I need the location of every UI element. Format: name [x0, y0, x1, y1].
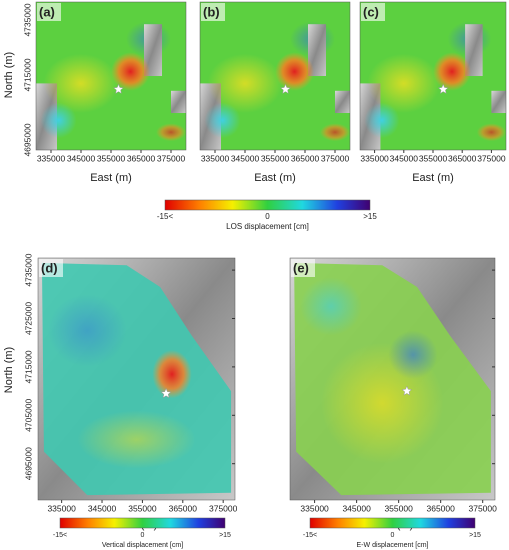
- epicenter-star: [113, 83, 124, 94]
- x-axis-title: East (m): [254, 172, 296, 184]
- panel-label: (e): [293, 260, 309, 275]
- hillshade: [171, 90, 186, 113]
- yellow-area: [367, 53, 441, 113]
- x-tick-label: 375000: [321, 153, 350, 163]
- orange-area: [156, 123, 186, 142]
- orange-area: [476, 123, 506, 142]
- panel-frame: [37, 257, 236, 501]
- colorbar-title: E-W displacement [cm]: [357, 542, 429, 549]
- epicenter-star: [437, 83, 449, 94]
- x-tick-label: 365000: [127, 153, 156, 163]
- y-axis-title: North (m): [3, 347, 15, 393]
- y-tick-label: 4695000: [22, 123, 32, 156]
- colorbar-title: LOS displacement [cm]: [226, 222, 309, 231]
- x-tick-label: 335000: [360, 153, 389, 163]
- x-tick-label: 355000: [97, 153, 126, 163]
- x-tick-label: 345000: [342, 503, 371, 513]
- yellow-area: [43, 53, 119, 113]
- panel-label-box: [201, 3, 225, 21]
- y-tick-label: 4735000: [22, 3, 32, 36]
- x-tick-label: 345000: [390, 153, 419, 163]
- x-tick-label: 335000: [201, 153, 230, 163]
- blue-area: [47, 294, 127, 367]
- x-axis-title: East (m): [412, 172, 454, 184]
- x-tick-label: 355000: [419, 153, 448, 163]
- y-tick-label: 4715000: [22, 58, 32, 91]
- hillshade: [491, 90, 506, 113]
- panel-label: (d): [41, 260, 58, 275]
- red-area: [152, 349, 192, 399]
- colorbar: [59, 517, 226, 529]
- colorbar-min-label: -15<: [303, 532, 317, 539]
- blue-area: [388, 330, 438, 379]
- epicenter-star: [160, 387, 172, 399]
- colorbar-mid-label: 0: [141, 532, 145, 539]
- colorbar-title: Vertical displacement [cm]: [102, 542, 183, 549]
- panel-label: (a): [39, 4, 55, 19]
- red-area: [433, 52, 471, 91]
- orange-area: [320, 123, 350, 142]
- x-tick-label: 355000: [384, 503, 413, 513]
- panel-label-box: [37, 3, 61, 21]
- red-area: [111, 52, 150, 91]
- hillshade: [308, 24, 326, 76]
- x-tick-label: 375000: [157, 153, 186, 163]
- y-tick-label: 4705000: [23, 398, 33, 431]
- x-tick-label: 365000: [169, 503, 198, 513]
- blue-area: [40, 102, 77, 139]
- hillshade: [144, 24, 162, 76]
- green-area: [77, 410, 196, 469]
- colorbar: [164, 199, 371, 211]
- yellow-area: [207, 53, 283, 113]
- colorbar-min-label: -15<: [157, 212, 174, 221]
- panel-label-box: [291, 259, 315, 277]
- epicenter-star: [401, 385, 413, 396]
- colorbar-max-label: >15: [469, 532, 481, 539]
- x-tick-label: 345000: [231, 153, 260, 163]
- x-tick-label: 365000: [426, 503, 455, 513]
- panel-label-box: [39, 259, 63, 277]
- hillshade: [465, 24, 483, 76]
- panel-label: (b): [203, 4, 220, 19]
- y-tick-label: 4725000: [23, 302, 33, 335]
- colorbar-min-label: -15<: [53, 532, 67, 539]
- x-tick-label: 335000: [37, 153, 66, 163]
- x-tick-label: 335000: [300, 503, 329, 513]
- y-tick-label: 4735000: [23, 253, 33, 286]
- colorbar-mid-label: 0: [265, 212, 270, 221]
- x-tick-label: 355000: [261, 153, 290, 163]
- x-axis-title: East (m): [90, 172, 132, 184]
- panel-frame: [289, 257, 496, 501]
- blue-area: [204, 102, 241, 139]
- epicenter-star: [280, 83, 291, 94]
- x-tick-label: 375000: [469, 503, 498, 513]
- x-tick-label: 345000: [67, 153, 96, 163]
- hillshade: [335, 90, 350, 113]
- x-tick-label: 335000: [47, 503, 76, 513]
- y-axis-title: North (m): [3, 52, 15, 98]
- cyan-area: [300, 277, 362, 336]
- x-tick-label: 355000: [128, 503, 157, 513]
- colorbar-mid-label: 0: [391, 532, 395, 539]
- blue-area: [364, 102, 400, 139]
- y-tick-label: 4695000: [23, 447, 33, 480]
- x-tick-label: 375000: [209, 503, 238, 513]
- x-tick-label: 365000: [291, 153, 320, 163]
- colorbar-max-label: >15: [219, 532, 231, 539]
- colorbar: [309, 517, 476, 529]
- colorbar-max-label: >15: [363, 212, 377, 221]
- x-tick-label: 365000: [448, 153, 477, 163]
- panel-label: (c): [363, 4, 379, 19]
- x-tick-label: 375000: [477, 153, 506, 163]
- panel-label-box: [361, 3, 385, 21]
- x-tick-label: 345000: [88, 503, 117, 513]
- red-area: [275, 52, 314, 91]
- y-tick-label: 4715000: [23, 350, 33, 383]
